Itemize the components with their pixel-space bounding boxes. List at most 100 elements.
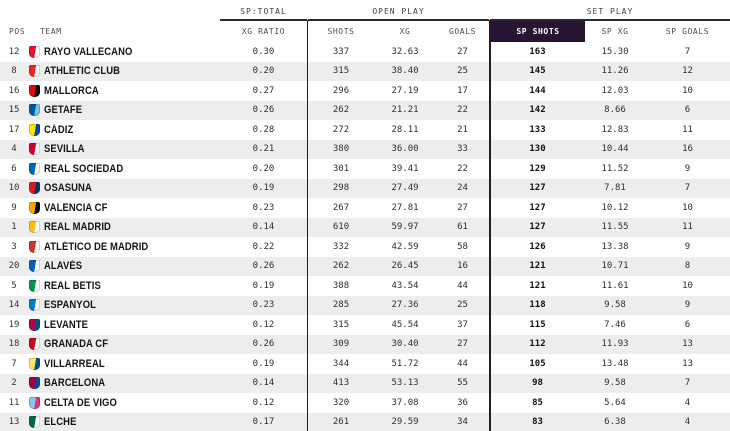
team-crest-icon <box>29 318 40 331</box>
goals-cell: 24 <box>457 183 468 194</box>
sp-shots-cell: 118 <box>529 300 546 311</box>
shots-cell: 267 <box>332 202 350 213</box>
sp-goals-cell: 10 <box>682 85 693 96</box>
xg-ratio-cell: 0.19 <box>252 358 275 369</box>
sp-shots-cell: 105 <box>529 358 546 369</box>
table-row: 14 ESPANYOL 0.23 285 27.36 25 118 9.58 9 <box>0 295 730 315</box>
xg-cell: 39.41 <box>391 163 419 174</box>
table-row: 12 RAYO VALLECANO 0.30 337 32.63 27 163 15.30 7 <box>0 42 730 62</box>
header-sp-xg[interactable]: SP XG <box>601 27 629 36</box>
sp-goals-cell: 4 <box>684 397 691 408</box>
team-name: VILLARREAL <box>44 357 105 370</box>
team-name: LEVANTE <box>44 318 89 331</box>
sp-shots-cell: 83 <box>532 417 543 428</box>
header-shots[interactable]: SHOTS <box>327 27 355 36</box>
team-name: RAYO VALLECANO <box>44 45 133 58</box>
xg-ratio-cell: 0.23 <box>252 202 275 213</box>
table-row: 11 CELTA DE VIGO 0.12 320 37.08 36 85 5.64 4 <box>0 393 730 413</box>
column-group-row: SP:TOTAL OPEN PLAY SET PLAY <box>0 0 730 21</box>
pos-cell: 17 <box>8 124 20 135</box>
team-name: ELCHE <box>44 416 77 429</box>
header-sp-shots-active-sort[interactable]: SP SHOTS <box>491 21 585 42</box>
xg-cell: 21.21 <box>391 105 419 116</box>
sp-goals-cell: 16 <box>682 144 693 155</box>
team-cell: LEVANTE <box>28 318 220 331</box>
xg-ratio-cell: 0.12 <box>252 319 275 330</box>
team-cell: CÁDIZ <box>28 123 220 136</box>
shots-cell: 380 <box>332 144 350 155</box>
xg-ratio-cell: 0.27 <box>252 85 275 96</box>
vertical-divider-left <box>306 20 308 431</box>
goals-cell: 61 <box>457 222 468 233</box>
sp-goals-cell: 4 <box>684 417 691 428</box>
table-body: 12 RAYO VALLECANO 0.30 337 32.63 27 163 15.30 7 8… <box>0 42 730 431</box>
header-goals[interactable]: GOALS <box>448 27 477 36</box>
sp-goals-cell: 13 <box>682 339 693 350</box>
sp-shots-cell: 145 <box>529 66 546 77</box>
sp-xg-cell: 6.38 <box>604 417 626 428</box>
header-pos[interactable]: POS <box>9 27 26 36</box>
goals-cell: 34 <box>457 417 468 428</box>
team-cell: ALAVÉS <box>28 260 220 273</box>
shots-cell: 285 <box>332 300 350 311</box>
sp-shots-cell: 115 <box>529 319 546 330</box>
goals-cell: 58 <box>457 241 468 252</box>
team-cell: REAL SOCIEDAD <box>28 162 220 175</box>
sp-xg-cell: 10.44 <box>601 144 629 155</box>
team-crest-icon <box>29 104 40 117</box>
team-crest-icon <box>29 182 40 195</box>
pos-cell: 14 <box>8 300 20 311</box>
goals-cell: 25 <box>457 66 468 77</box>
column-header-row: POS TEAM XG RATIO SHOTS XG GOALS SP SHOT… <box>0 21 730 42</box>
xg-ratio-cell: 0.12 <box>252 397 275 408</box>
table-row: 15 GETAFE 0.26 262 21.21 22 142 8.66 6 <box>0 100 730 120</box>
header-xg[interactable]: XG <box>399 27 411 36</box>
group-header-sp-total: SP:TOTAL <box>220 0 307 21</box>
table-row: 6 REAL SOCIEDAD 0.20 301 39.41 22 129 11.52 9 <box>0 159 730 179</box>
header-xg-ratio[interactable]: XG RATIO <box>241 27 286 36</box>
pos-cell: 20 <box>8 261 20 272</box>
pos-cell: 3 <box>11 241 17 252</box>
team-name: CELTA DE VIGO <box>44 396 117 409</box>
header-sp-goals[interactable]: SP GOALS <box>665 27 710 36</box>
xg-cell: 28.11 <box>391 124 419 135</box>
goals-cell: 25 <box>457 300 468 311</box>
sp-goals-cell: 6 <box>684 319 691 330</box>
pos-cell: 2 <box>11 378 17 389</box>
team-cell: CELTA DE VIGO <box>28 396 220 409</box>
xg-ratio-cell: 0.26 <box>252 105 275 116</box>
team-crest-icon <box>29 123 40 136</box>
pos-cell: 11 <box>8 397 20 408</box>
team-name: REAL BETIS <box>44 279 101 292</box>
xg-cell: 32.63 <box>391 46 419 57</box>
group-header-open-play: OPEN PLAY <box>308 0 489 21</box>
xg-ratio-cell: 0.30 <box>252 46 275 57</box>
shots-cell: 315 <box>332 319 350 330</box>
header-team[interactable]: TEAM <box>40 27 62 36</box>
shots-cell: 413 <box>332 378 350 389</box>
team-crest-icon <box>29 357 40 370</box>
team-cell: VALENCIA CF <box>28 201 220 214</box>
sp-xg-cell: 13.38 <box>601 241 629 252</box>
team-cell: BARCELONA <box>28 377 220 390</box>
shots-cell: 272 <box>332 124 350 135</box>
sp-xg-cell: 11.93 <box>601 339 629 350</box>
team-cell: ELCHE <box>28 416 220 429</box>
xg-cell: 38.40 <box>391 66 419 77</box>
goals-cell: 44 <box>457 358 468 369</box>
xg-cell: 27.19 <box>391 85 419 96</box>
goals-cell: 44 <box>457 280 468 291</box>
table-row: 2 BARCELONA 0.14 413 53.13 55 98 9.58 7 <box>0 373 730 393</box>
sp-shots-cell: 121 <box>529 261 546 272</box>
goals-cell: 27 <box>457 202 468 213</box>
table-row: 13 ELCHE 0.17 261 29.59 34 83 6.38 4 <box>0 412 730 431</box>
team-name: ALAVÉS <box>44 260 83 273</box>
team-crest-icon <box>29 221 40 234</box>
pos-cell: 5 <box>11 280 17 291</box>
team-cell: REAL BETIS <box>28 279 220 292</box>
goals-cell: 27 <box>457 46 468 57</box>
team-cell: ESPANYOL <box>28 299 220 312</box>
xg-cell: 42.59 <box>391 241 419 252</box>
sp-shots-cell: 163 <box>529 46 546 57</box>
